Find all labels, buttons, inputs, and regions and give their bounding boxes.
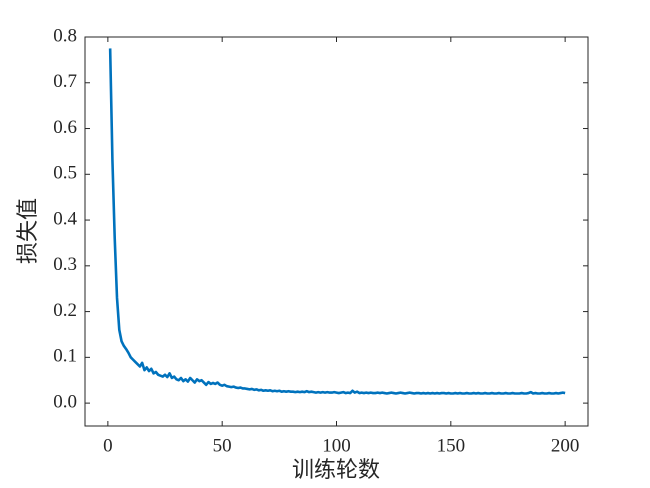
y-tick-label: 0.5: [53, 163, 77, 184]
x-tick-label: 100: [322, 435, 351, 456]
x-tick-label: 150: [437, 435, 466, 456]
y-tick-label: 0.8: [53, 25, 77, 46]
y-tick-label: 0.7: [53, 71, 77, 92]
x-tick-label: 50: [213, 435, 232, 456]
x-axis-label: 训练轮数: [292, 457, 380, 482]
axes-box: [84, 36, 589, 427]
y-tick-label: 0.6: [53, 117, 77, 138]
y-tick-label: 0.4: [53, 208, 77, 229]
y-tick-label: 0.1: [53, 346, 77, 367]
y-tick-label: 0.3: [53, 254, 77, 275]
y-tick-label: 0.0: [53, 391, 77, 412]
data-line: [108, 48, 566, 395]
x-tick-label: 200: [551, 435, 580, 456]
y-axis-label: 损失值: [15, 198, 40, 264]
y-tick-label: 0.2: [53, 300, 77, 321]
x-tick-label: 0: [103, 435, 113, 456]
